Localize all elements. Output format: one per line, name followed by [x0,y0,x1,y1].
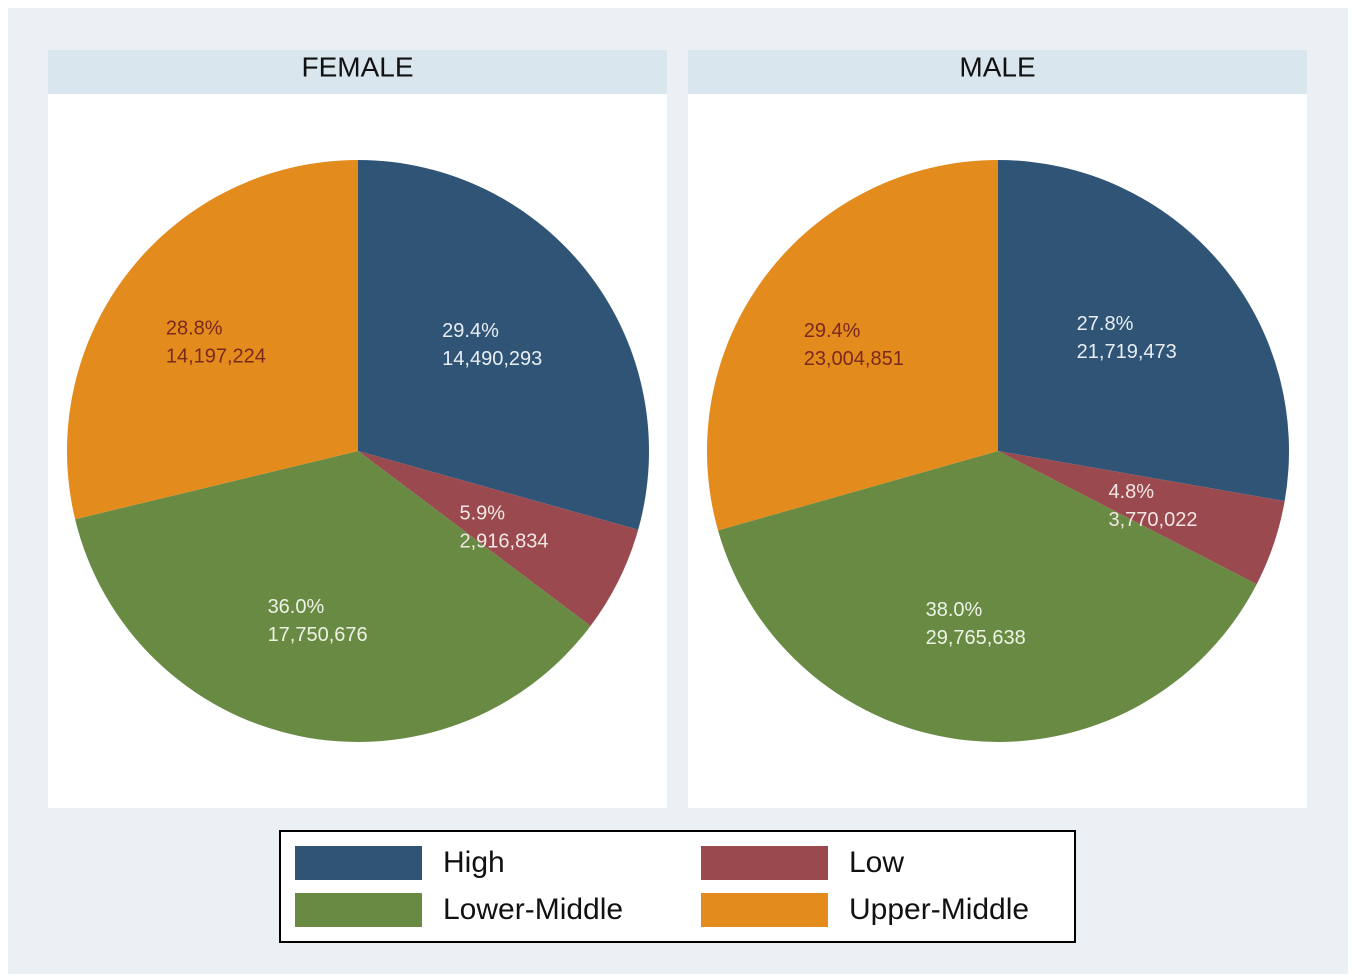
pie-slice [707,160,998,531]
value-label: 14,197,224 [166,345,266,367]
percent-label: 5.9% [459,503,505,525]
legend-label: High [443,846,505,879]
value-label: 17,750,676 [268,624,368,646]
percent-label: 36.0% [268,596,325,618]
percent-label: 29.4% [442,320,499,342]
chart-title: FEMALE [301,51,413,82]
value-label: 3,770,022 [1108,509,1197,531]
value-label: 23,004,851 [804,348,904,370]
panel-header [48,50,667,94]
pie-slice [358,160,649,530]
legend-label: Lower-Middle [443,893,623,926]
pie-slice [998,451,1285,585]
pie-slice [358,451,639,627]
chart-title: MALE [959,51,1035,82]
value-label: 29,765,638 [926,627,1026,649]
legend-label: Upper-Middle [849,893,1029,926]
legend-swatch [295,846,422,880]
legend-swatch [701,846,828,880]
percent-label: 38.0% [926,599,983,621]
pie-slice [718,451,1257,742]
pie-slice [67,160,358,520]
legend-swatch [701,893,828,927]
pie-slice [75,451,591,743]
pie-slice [998,160,1289,502]
value-label: 14,490,293 [442,348,542,370]
percent-label: 27.8% [1077,313,1134,335]
percent-label: 4.8% [1108,481,1154,503]
value-label: 2,916,834 [459,531,548,553]
percent-label: 29.4% [804,320,861,342]
value-label: 21,719,473 [1077,341,1177,363]
panel-header [688,50,1307,94]
legend-label: Low [849,846,904,879]
percent-label: 28.8% [166,317,223,339]
legend-swatch [295,893,422,927]
